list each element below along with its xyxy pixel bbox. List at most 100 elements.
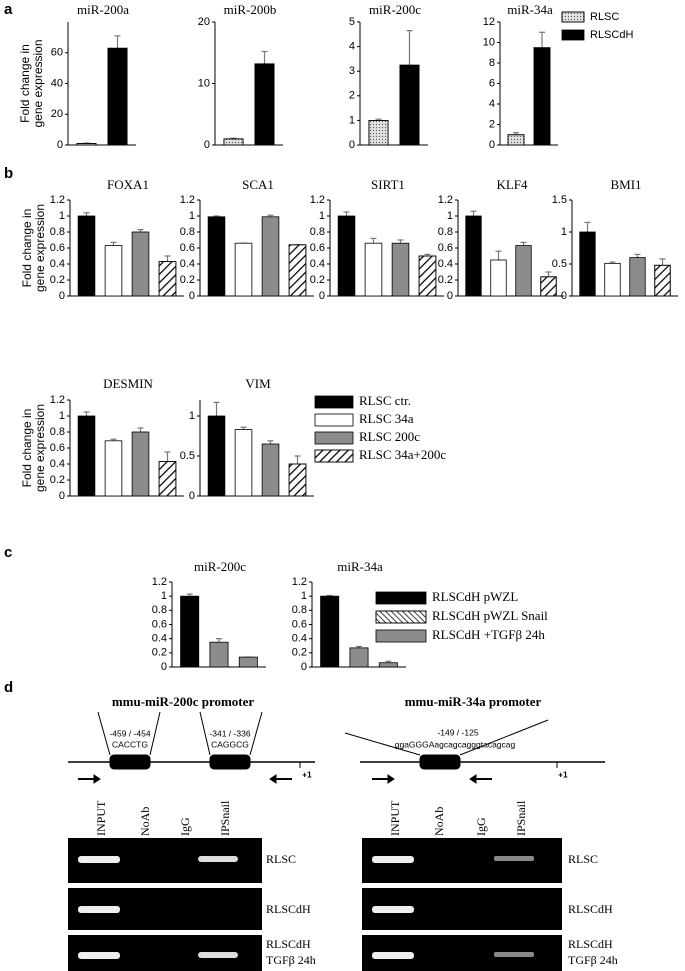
- row-label: RLSCdH: [568, 937, 613, 951]
- lane-label: INPUT: [388, 800, 402, 836]
- legend-label: RLSC ctr.: [359, 393, 411, 408]
- bar-hatch: [561, 11, 585, 23]
- y-tick-label: 0.8: [292, 604, 307, 616]
- bar: [629, 257, 646, 297]
- y-tick-label: 4: [489, 98, 495, 110]
- bar: [234, 429, 253, 497]
- bar: [378, 662, 398, 668]
- y-tick-label: 0.6: [310, 242, 325, 254]
- y-axis-label: gene expression: [31, 39, 45, 127]
- chart-title: FOXA1: [107, 177, 149, 192]
- y-tick-label: 1.2: [438, 194, 453, 206]
- bar: [533, 47, 551, 146]
- bar: [254, 63, 275, 146]
- y-tick-label: 0.5: [180, 450, 195, 462]
- legend-label: RLSCdH pWZL Snail: [432, 608, 548, 623]
- y-tick-label: 1.2: [50, 394, 65, 406]
- y-tick-label: 1.2: [180, 194, 195, 206]
- promoter-title: mmu-miR-34a promoter: [405, 694, 542, 709]
- y-tick-label: 0: [204, 139, 210, 151]
- lane-label: INPUT: [94, 800, 108, 836]
- row-label: TGFβ 24h: [266, 953, 316, 967]
- site-position: -149 / -125: [437, 727, 478, 737]
- y-tick-label: 5: [349, 16, 355, 28]
- bar-hatch: [368, 120, 389, 146]
- legend-label: RLSCdH: [590, 29, 633, 41]
- bar: [207, 216, 226, 297]
- y-tick-label: 1: [301, 590, 307, 602]
- bar-hatch: [288, 463, 307, 497]
- y-tick-label: 0.4: [292, 633, 307, 645]
- gel: INPUT NoAb IgG IPSnail RLSC RLSCdH RLSCd…: [68, 800, 316, 971]
- bar-hatch: [654, 264, 671, 297]
- y-tick-label: 0.2: [310, 274, 325, 286]
- bar: [261, 216, 280, 297]
- y-tick-label: 0: [349, 139, 355, 151]
- bar: [107, 47, 128, 146]
- bar: [209, 641, 229, 668]
- legend-swatch: [314, 431, 354, 445]
- y-tick-label: 1: [59, 210, 65, 222]
- bar: [337, 215, 356, 297]
- y-tick-label: 3: [349, 65, 355, 77]
- bar-hatch: [223, 138, 244, 146]
- y-tick-label: 0.6: [152, 618, 167, 630]
- y-tick-label: 0.6: [50, 442, 65, 454]
- y-tick-label: 0: [57, 139, 63, 151]
- lane-label: IPSnail: [218, 800, 232, 836]
- row-label: RLSCdH: [266, 937, 311, 951]
- bar: [320, 595, 340, 668]
- panel-label: a: [4, 1, 13, 18]
- bar: [349, 647, 369, 668]
- y-tick-label: 0.6: [292, 618, 307, 630]
- lane-label: IPSnail: [514, 800, 528, 836]
- y-tick-label: 0.6: [180, 242, 195, 254]
- y-axis-label: Fold change in: [18, 44, 32, 123]
- bar: [238, 656, 258, 668]
- y-tick-label: 0.2: [50, 274, 65, 286]
- y-tick-label: 2: [349, 90, 355, 102]
- y-tick-label: 1.2: [50, 194, 65, 206]
- y-tick-label: 1: [189, 410, 195, 422]
- y-tick-label: 0.4: [50, 458, 65, 470]
- bar-hatch: [76, 143, 97, 146]
- chart-title: miR-200a: [77, 2, 129, 17]
- y-tick-label: 0.4: [50, 258, 65, 270]
- bar: [391, 242, 410, 297]
- chart-title: miR-34a: [337, 559, 383, 574]
- bar-hatch: [158, 261, 177, 297]
- y-tick-label: 0.4: [438, 258, 453, 270]
- bar: [180, 595, 200, 668]
- y-tick-label: 1: [447, 210, 453, 222]
- y-tick-label: 1: [161, 590, 167, 602]
- y-tick-label: 0.8: [180, 226, 195, 238]
- site-position: -341 / -336: [209, 728, 250, 738]
- row-label: TGFβ 24h: [568, 953, 618, 967]
- legend-swatch: [314, 413, 354, 427]
- y-tick-label: 1.2: [310, 194, 325, 206]
- legend-label: RLSC: [590, 11, 619, 23]
- y-tick-label: 0.4: [180, 258, 195, 270]
- bar: [131, 231, 150, 297]
- lane-label: IgG: [178, 817, 192, 836]
- y-tick-label: 0.2: [438, 274, 453, 286]
- legend-swatch: [561, 29, 585, 41]
- y-tick-label: 12: [483, 16, 495, 28]
- y-tick-label: 0.2: [152, 647, 167, 659]
- bar: [234, 242, 253, 297]
- bar-hatch: [158, 461, 177, 497]
- y-tick-label: 1: [189, 210, 195, 222]
- site-position: -459 / -454: [109, 728, 150, 738]
- lane-label: IgG: [474, 817, 488, 836]
- y-tick-label: 10: [198, 77, 210, 89]
- bar: [399, 64, 420, 146]
- gel: INPUT NoAb IgG IPSnail RLSC RLSCdH RLSCd…: [362, 800, 618, 971]
- y-tick-label: 0: [189, 290, 195, 302]
- y-tick-label: 0: [161, 661, 167, 673]
- row-label: RLSC: [266, 852, 296, 866]
- y-tick-label: 20: [51, 108, 63, 120]
- y-tick-label: 40: [51, 77, 63, 89]
- y-tick-label: 0: [59, 290, 65, 302]
- y-tick-label: 10: [483, 36, 495, 48]
